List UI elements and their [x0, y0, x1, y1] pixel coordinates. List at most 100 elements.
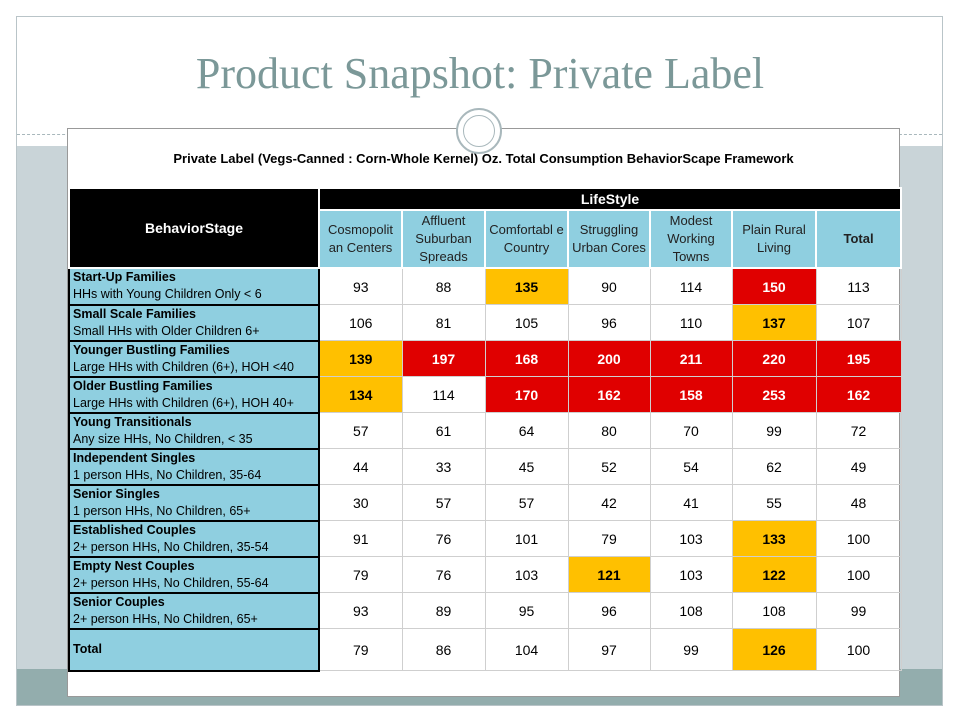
stage-label: Independent Singles 1 person HHs, No Chil…	[68, 447, 320, 486]
table-cell: 170	[484, 376, 569, 413]
table-cell: 122	[731, 556, 817, 593]
table-cell: 57	[318, 412, 403, 449]
table-panel: Private Label (Vegs-Canned : Corn-Whole …	[67, 128, 903, 697]
table-cell: 103	[649, 556, 733, 593]
table-cell: 108	[649, 592, 733, 629]
table-cell: 79	[318, 556, 403, 593]
table-row: Independent Singles 1 person HHs, No Chil…	[68, 447, 902, 486]
table-row: Small Scale Families Small HHs with Older…	[68, 303, 902, 342]
stage-description: 1 person HHs, No Children, 65+	[73, 503, 251, 518]
table-cell: 158	[649, 376, 733, 413]
table-cell: 48	[815, 484, 902, 521]
table-cell: 89	[401, 592, 486, 629]
table-cell: 168	[484, 340, 569, 377]
table-cell: 93	[318, 267, 403, 305]
stage-name: Start-Up Families	[73, 270, 176, 285]
table-caption: Private Label (Vegs-Canned : Corn-Whole …	[173, 151, 794, 166]
stage-name: Young Transitionals	[73, 414, 192, 429]
table-cell: 137	[731, 304, 817, 341]
stage-label: Small Scale Families Small HHs with Older…	[68, 303, 320, 342]
stage-label: Senior Singles 1 person HHs, No Children,…	[68, 483, 320, 522]
table-cell: 107	[815, 304, 902, 341]
table-cell: 70	[649, 412, 733, 449]
table-cell: 133	[731, 520, 817, 557]
table-row: Younger Bustling Families Large HHs with …	[68, 339, 902, 378]
table-cell: 110	[649, 304, 733, 341]
table-cell: 42	[567, 484, 651, 521]
column-header: Comfortabl e Country	[484, 209, 569, 269]
table-row: Empty Nest Couples 2+ person HHs, No Chil…	[68, 555, 902, 594]
table-cell: 103	[484, 556, 569, 593]
table-cell: 88	[401, 267, 486, 305]
table-body: Start-Up Families HHs with Young Children…	[68, 267, 902, 672]
table-cell: 134	[318, 376, 403, 413]
stage-description: Small HHs with Older Children 6+	[73, 323, 260, 338]
table-cell: 52	[567, 448, 651, 485]
table-cell: 72	[815, 412, 902, 449]
stage-name: Empty Nest Couples	[73, 558, 195, 573]
stage-label: Start-Up Families HHs with Young Children…	[68, 267, 320, 306]
table-cell: 195	[815, 340, 902, 377]
table-cell: 113	[815, 267, 902, 305]
table-cell: 64	[484, 412, 569, 449]
table-cell: 95	[484, 592, 569, 629]
table-cell: 79	[567, 520, 651, 557]
table-cell: 220	[731, 340, 817, 377]
lifestyle-header: LifeStyle	[317, 187, 903, 211]
stage-description: Large HHs with Children (6+), HOH <40	[73, 359, 294, 374]
table-row: Older Bustling Families Large HHs with Ch…	[68, 375, 902, 414]
table-cell: 30	[318, 484, 403, 521]
table-cell: 105	[484, 304, 569, 341]
stage-label: Senior Couples 2+ person HHs, No Children…	[68, 591, 320, 630]
table-cell: 114	[649, 267, 733, 305]
column-header: Affluent Suburban Spreads	[401, 209, 486, 269]
table-row: Established Couples 2+ person HHs, No Chi…	[68, 519, 902, 558]
column-header: Total	[814, 209, 903, 269]
stage-label: Established Couples 2+ person HHs, No Chi…	[68, 519, 320, 558]
table-cell: 99	[731, 412, 817, 449]
table-cell: 253	[731, 376, 817, 413]
column-header-row: Cosmopolit an Centers Affluent Suburban S…	[69, 209, 903, 269]
table-cell: 90	[567, 267, 651, 305]
table-cell: 44	[318, 448, 403, 485]
column-header: Struggling Urban Cores	[567, 209, 651, 269]
table-cell: 139	[318, 340, 403, 377]
table-row: Senior Couples 2+ person HHs, No Children…	[68, 591, 902, 630]
table-cell: 41	[649, 484, 733, 521]
table-cell: 76	[401, 556, 486, 593]
stage-description: HHs with Young Children Only < 6	[73, 287, 262, 302]
table-cell: 96	[567, 304, 651, 341]
table-cell: 99	[815, 592, 902, 629]
table-cell: 108	[731, 592, 817, 629]
slide-frame	[16, 16, 943, 706]
stage-label: Empty Nest Couples 2+ person HHs, No Chil…	[68, 555, 320, 594]
column-header: Modest Working Towns	[649, 209, 733, 269]
stage-description: Large HHs with Children (6+), HOH 40+	[73, 395, 294, 410]
stage-name: Small Scale Families	[73, 306, 196, 321]
table-cell: 200	[567, 340, 651, 377]
table-cell: 81	[401, 304, 486, 341]
table-row: Start-Up Families HHs with Young Children…	[68, 267, 902, 306]
table-cell: 57	[401, 484, 486, 521]
total-label: Total	[68, 627, 320, 672]
table-cell: 100	[815, 556, 902, 593]
table-cell: 62	[731, 448, 817, 485]
stage-name: Established Couples	[73, 522, 196, 537]
table-cell: 80	[567, 412, 651, 449]
stage-name: Younger Bustling Families	[73, 342, 230, 357]
stage-description: 2+ person HHs, No Children, 55-64	[73, 575, 269, 590]
stage-description: 2+ person HHs, No Children, 35-54	[73, 539, 269, 554]
table-cell: 57	[484, 484, 569, 521]
decorative-circle	[456, 108, 502, 154]
total-cell: 99	[649, 628, 733, 671]
stage-description: Any size HHs, No Children, < 35	[73, 431, 253, 446]
stage-name: Independent Singles	[73, 450, 196, 465]
table-cell: 121	[567, 556, 651, 593]
total-cell: 126	[731, 628, 817, 671]
slide-title: Product Snapshot: Private Label	[195, 49, 765, 98]
column-header: Cosmopolit an Centers	[318, 209, 403, 269]
stage-description: 1 person HHs, No Children, 35-64	[73, 467, 262, 482]
total-cell: 97	[567, 628, 651, 671]
table-cell: 100	[815, 520, 902, 557]
table-cell: 114	[401, 376, 486, 413]
